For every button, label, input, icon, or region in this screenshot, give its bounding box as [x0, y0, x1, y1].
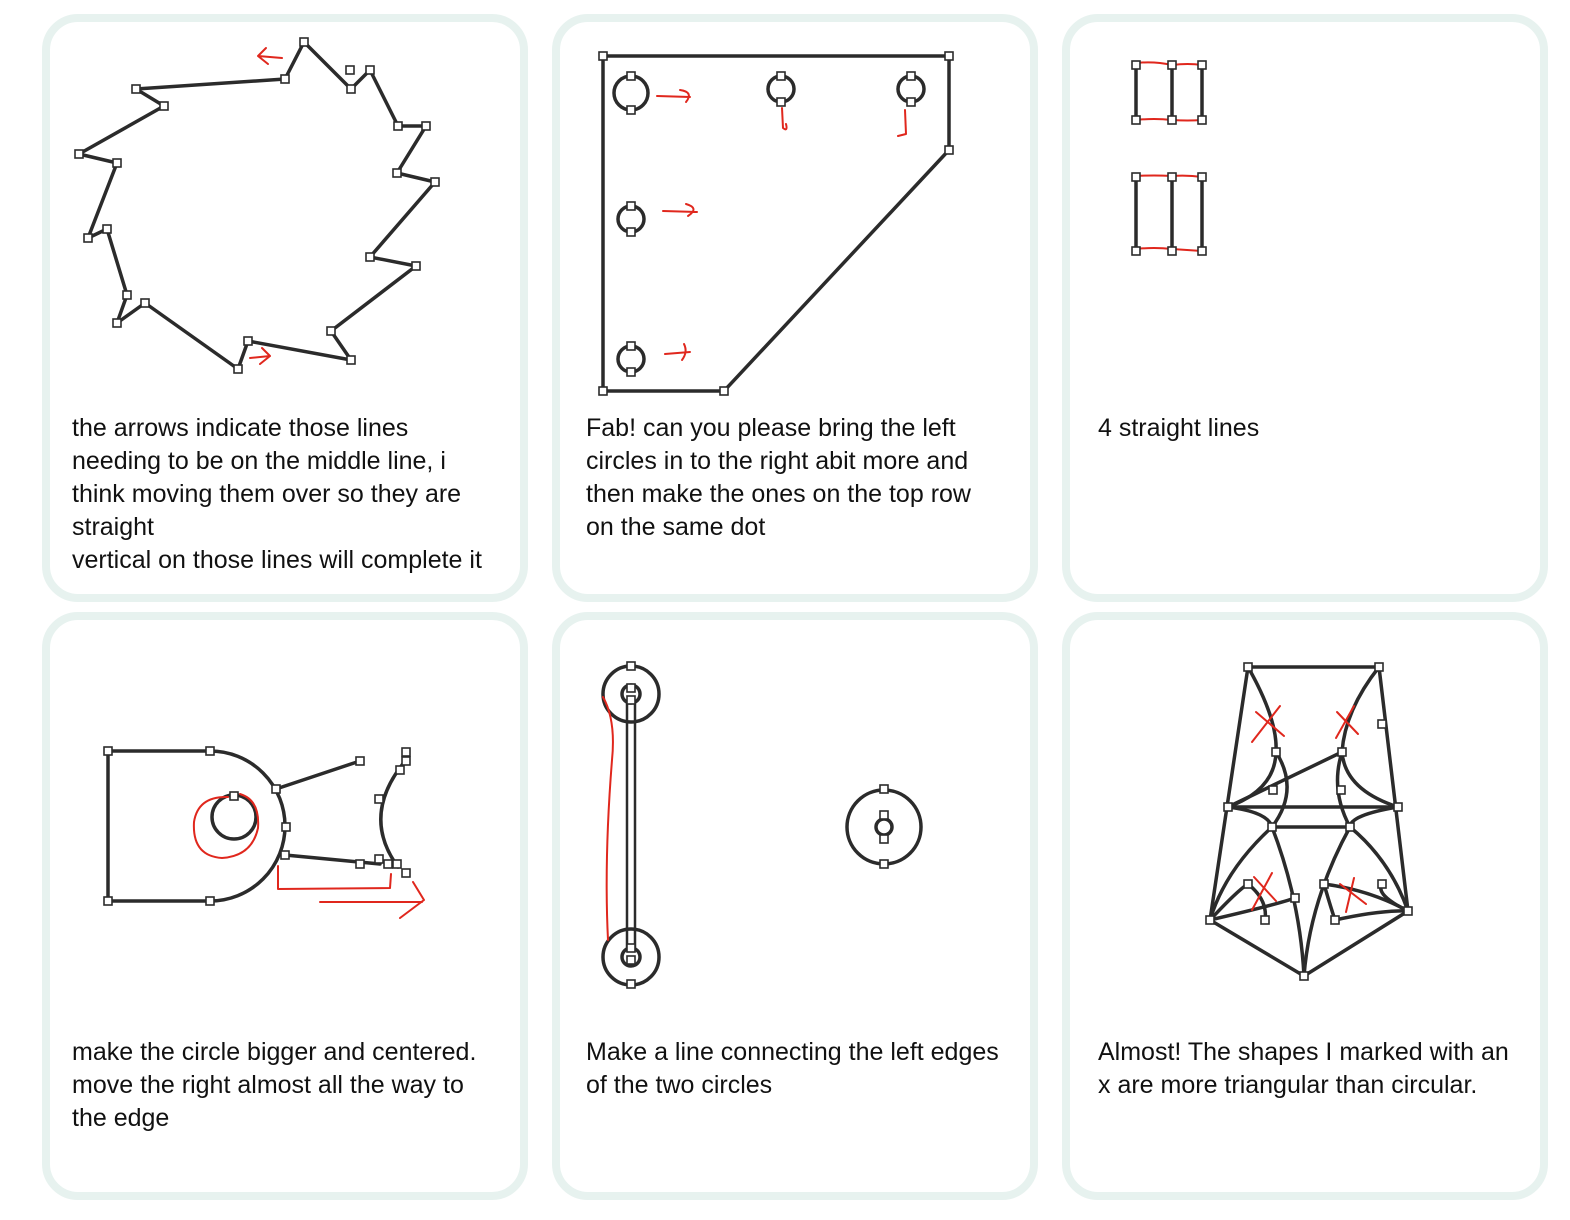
hole-circles: [612, 74, 926, 374]
sketch-bracket-with-hole: [103, 746, 425, 919]
card-caption: the arrows indicate those lines needing …: [72, 414, 482, 574]
plate-outline: [601, 54, 951, 393]
lower-arm: [283, 853, 382, 866]
arrow-annotation-2: [781, 107, 788, 131]
right-arc: [379, 758, 408, 869]
vertex-handles[interactable]: [1131, 60, 1207, 256]
vertex-handles[interactable]: [626, 661, 889, 989]
red-connector-lines: [1135, 61, 1203, 252]
sketch-tower-structure: [1205, 662, 1413, 981]
vertical-lines: [1134, 63, 1204, 253]
link-bar: [625, 703, 637, 948]
circle-annotation: [192, 793, 260, 859]
feedback-card-6: Almost! The shapes I marked with an x ar…: [1062, 612, 1548, 1200]
right-circle: [845, 788, 923, 866]
arrow-annotation-bottom: [249, 347, 271, 365]
card-caption: make the circle bigger and centered. mov…: [72, 1038, 477, 1132]
vertex-handles[interactable]: [74, 37, 440, 374]
arrow-annotation: [319, 881, 425, 919]
feedback-card-4: make the circle bigger and centered. mov…: [42, 612, 528, 1200]
card-caption: Make a line connecting the left edges of…: [586, 1038, 999, 1099]
feedback-card-3: 4 straight lines: [1062, 14, 1548, 602]
tower-outline: [1208, 665, 1410, 978]
arrow-annotation-1: [656, 89, 691, 103]
card-caption: Fab! can you please bring the left circl…: [586, 414, 971, 541]
feedback-card-2: Fab! can you please bring the left circl…: [552, 14, 1038, 602]
top-circle: [601, 664, 661, 724]
card-caption: 4 straight lines: [1098, 414, 1260, 442]
upper-arm: [274, 759, 362, 791]
feedback-card-5: Make a line connecting the left edges of…: [552, 612, 1038, 1200]
arrow-annotation-3: [897, 109, 907, 137]
card-caption: Almost! The shapes I marked with an x ar…: [1098, 1038, 1509, 1099]
arrow-annotation-4: [662, 203, 698, 217]
vertex-handles[interactable]: [598, 51, 954, 396]
sketch-plate-with-holes: [598, 51, 954, 396]
connector-annotation: [602, 696, 614, 941]
sketch-circles-and-link: [601, 661, 923, 989]
sketch-star-polygon: [74, 37, 440, 374]
arrow-annotation-5: [664, 343, 691, 361]
arrow-annotation-top: [257, 47, 283, 65]
vertex-handles[interactable]: [1205, 662, 1413, 981]
sketch-straight-lines: [1131, 60, 1207, 256]
feedback-card-1: the arrows indicate those lines needing …: [42, 14, 528, 602]
bracket-annotation: [277, 865, 392, 890]
vertex-handles[interactable]: [103, 746, 411, 906]
x-mark-annotations: [1251, 705, 1367, 913]
bracket-hole: [210, 793, 258, 841]
